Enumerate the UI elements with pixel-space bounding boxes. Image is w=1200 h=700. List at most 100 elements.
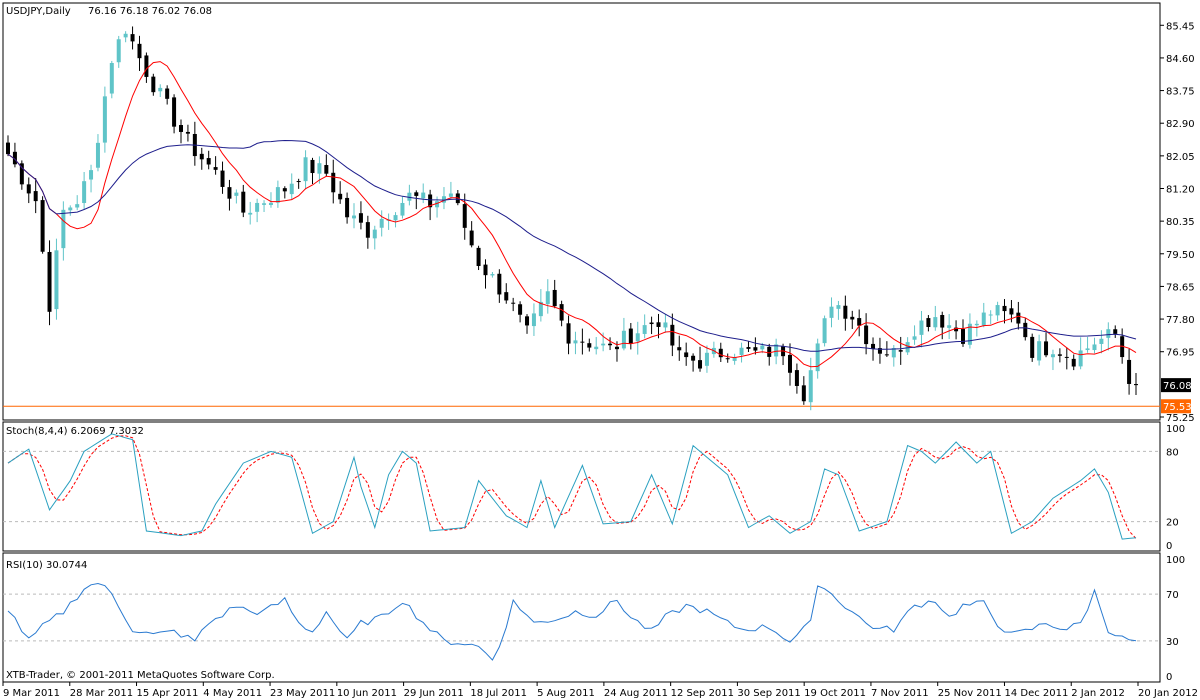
candle <box>89 164 94 193</box>
candle-body <box>1106 329 1111 338</box>
candle <box>400 196 405 219</box>
candle <box>241 184 246 218</box>
candle <box>331 159 336 204</box>
candle <box>75 195 80 211</box>
candle <box>1071 354 1076 371</box>
candle-body <box>919 320 924 335</box>
candle <box>1106 322 1111 351</box>
main-panel <box>2 2 1161 421</box>
time-tick-label: 12 Sep 2011 <box>671 688 734 699</box>
candle-body <box>151 76 156 93</box>
candle-body <box>331 172 336 193</box>
candle <box>421 183 426 204</box>
candle <box>960 319 965 347</box>
candle <box>372 225 377 250</box>
candle-body <box>490 274 495 276</box>
candle-body <box>684 352 689 358</box>
candle-body <box>573 340 578 344</box>
candle <box>137 35 142 71</box>
price-tick-label: 78.65 <box>1166 282 1195 293</box>
candle-body <box>905 342 910 353</box>
candle <box>739 342 744 363</box>
candle-body <box>483 264 488 276</box>
candle <box>282 186 287 199</box>
candle-body <box>739 347 744 355</box>
candle-body <box>981 312 986 326</box>
candle-body <box>829 306 834 318</box>
candle-body <box>345 197 350 218</box>
candle-body <box>317 163 322 174</box>
candle <box>718 342 723 363</box>
candle <box>531 303 536 336</box>
indicator-tick-label: 0 <box>1166 541 1172 552</box>
candle-body <box>1057 354 1062 356</box>
candle-body <box>199 153 204 160</box>
candle <box>822 315 827 347</box>
candle <box>12 142 17 168</box>
candle-body <box>268 202 273 206</box>
candle-body <box>47 251 52 312</box>
rsi-line <box>7 582 1137 661</box>
candle-body <box>531 313 536 327</box>
candle-body <box>310 159 315 174</box>
candle-body <box>1134 384 1138 386</box>
candle-body <box>670 324 675 346</box>
candle-body <box>469 230 474 246</box>
candle-body <box>822 318 827 344</box>
candle <box>462 193 467 240</box>
candle-body <box>33 191 38 202</box>
candle <box>61 201 66 261</box>
candle <box>33 178 38 214</box>
candle <box>794 363 799 394</box>
candle-body <box>725 358 730 360</box>
candle-body <box>1099 338 1104 344</box>
time-tick-label: 9 Mar 2011 <box>3 688 60 699</box>
candle <box>573 331 578 355</box>
candle-body <box>1113 329 1118 334</box>
candle <box>545 279 550 314</box>
candle-body <box>241 191 246 213</box>
candle <box>1050 349 1055 371</box>
candle <box>1023 317 1028 341</box>
candle <box>504 283 509 304</box>
candle-body <box>179 125 184 132</box>
candle <box>518 301 523 323</box>
time-tick-label: 19 Oct 2011 <box>804 688 866 699</box>
candle-body <box>338 193 343 200</box>
candle <box>511 297 516 312</box>
time-tick-label: 14 Dec 2011 <box>1004 688 1068 699</box>
indicator-tick-label: 80 <box>1166 447 1179 458</box>
candle-body <box>1037 341 1042 361</box>
candle-body <box>960 329 965 344</box>
candle-body <box>158 87 163 92</box>
copyright-text: XTB-Trader, © 2001-2011 MetaQuotes Softw… <box>6 670 275 681</box>
candle-body <box>857 318 862 326</box>
candle-body <box>871 343 876 349</box>
candle-body <box>642 325 647 334</box>
candle <box>324 154 329 177</box>
time-axis: 9 Mar 2011 28 Mar 2011 15 Apr 2011 4 May 20… <box>2 682 1198 699</box>
indicator-tick-label: 70 <box>1166 590 1179 601</box>
candle-body <box>947 325 952 328</box>
candle-body <box>1023 322 1028 338</box>
candle-body <box>760 345 765 350</box>
candle-body <box>594 346 599 350</box>
candle-body <box>26 184 31 194</box>
candle <box>815 338 820 379</box>
candle-body <box>275 187 280 203</box>
candle-body <box>1071 358 1076 367</box>
symbol-label: USDJPY,Daily <box>6 6 71 17</box>
candle-body <box>1078 350 1083 367</box>
candle <box>213 156 218 175</box>
price-tick-label: 76.95 <box>1166 348 1195 359</box>
candle <box>490 271 495 278</box>
candle-body <box>621 330 626 349</box>
candle <box>898 336 903 365</box>
time-tick-label: 28 Mar 2011 <box>70 688 133 699</box>
time-tick-label: 2 Jan 2012 <box>1071 688 1125 699</box>
time-tick-label: 5 Aug 2011 <box>537 688 595 699</box>
candle <box>365 215 370 249</box>
candle-body <box>185 131 190 134</box>
rsi-axis: 100 70 30 0 <box>1166 555 1185 683</box>
